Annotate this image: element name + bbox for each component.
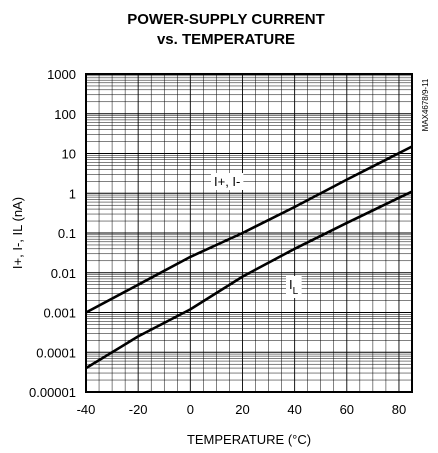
part-code: MAX4678/9-11 — [421, 78, 430, 131]
series-label-background — [211, 173, 244, 190]
series-line-il — [85, 190, 413, 370]
y-tick-label: 1 — [69, 186, 76, 201]
x-tick-label: -40 — [77, 402, 96, 417]
series-label-il-sub: L — [293, 286, 299, 297]
x-tick-label: 60 — [340, 402, 354, 417]
y-tick-label: 1000 — [47, 67, 76, 82]
x-tick-label: -20 — [129, 402, 148, 417]
y-axis-label: I+, I-, IL (nA) — [10, 197, 25, 269]
chart-title-line1: POWER-SUPPLY CURRENT — [127, 11, 325, 28]
y-tick-label: 0.0001 — [36, 345, 76, 360]
y-tick-label: 0.00001 — [29, 385, 76, 400]
series-line-i-plus-minus — [85, 145, 413, 314]
plot-frame — [85, 73, 413, 393]
series-label-background — [286, 276, 302, 298]
chart-title-line2: vs. TEMPERATURE — [157, 31, 295, 48]
series-lines — [85, 145, 413, 370]
series-label-i-plus-minus: I+, I- — [214, 174, 240, 189]
x-tick-label: 40 — [287, 402, 301, 417]
grid — [85, 74, 413, 393]
axis-ticks: -40 -20 0 20 40 60 80 0.00001 0.0001 0.001 0.01 0.1… — [29, 67, 406, 417]
series-label-il: IL — [289, 277, 299, 297]
y-tick-label: 0.001 — [43, 306, 76, 321]
x-tick-label: 80 — [392, 402, 406, 417]
series-label-il-main: I — [289, 277, 293, 292]
y-tick-label: 0.01 — [51, 266, 76, 281]
y-tick-label: 100 — [54, 107, 76, 122]
x-axis-label: TEMPERATURE (°C) — [187, 432, 311, 447]
x-tick-label: 20 — [235, 402, 249, 417]
x-tick-label: 0 — [187, 402, 194, 417]
y-tick-label: 0.1 — [58, 226, 76, 241]
series-label-i-plus-minus-main: I+, I- — [214, 174, 240, 189]
y-tick-label: 10 — [62, 147, 76, 162]
